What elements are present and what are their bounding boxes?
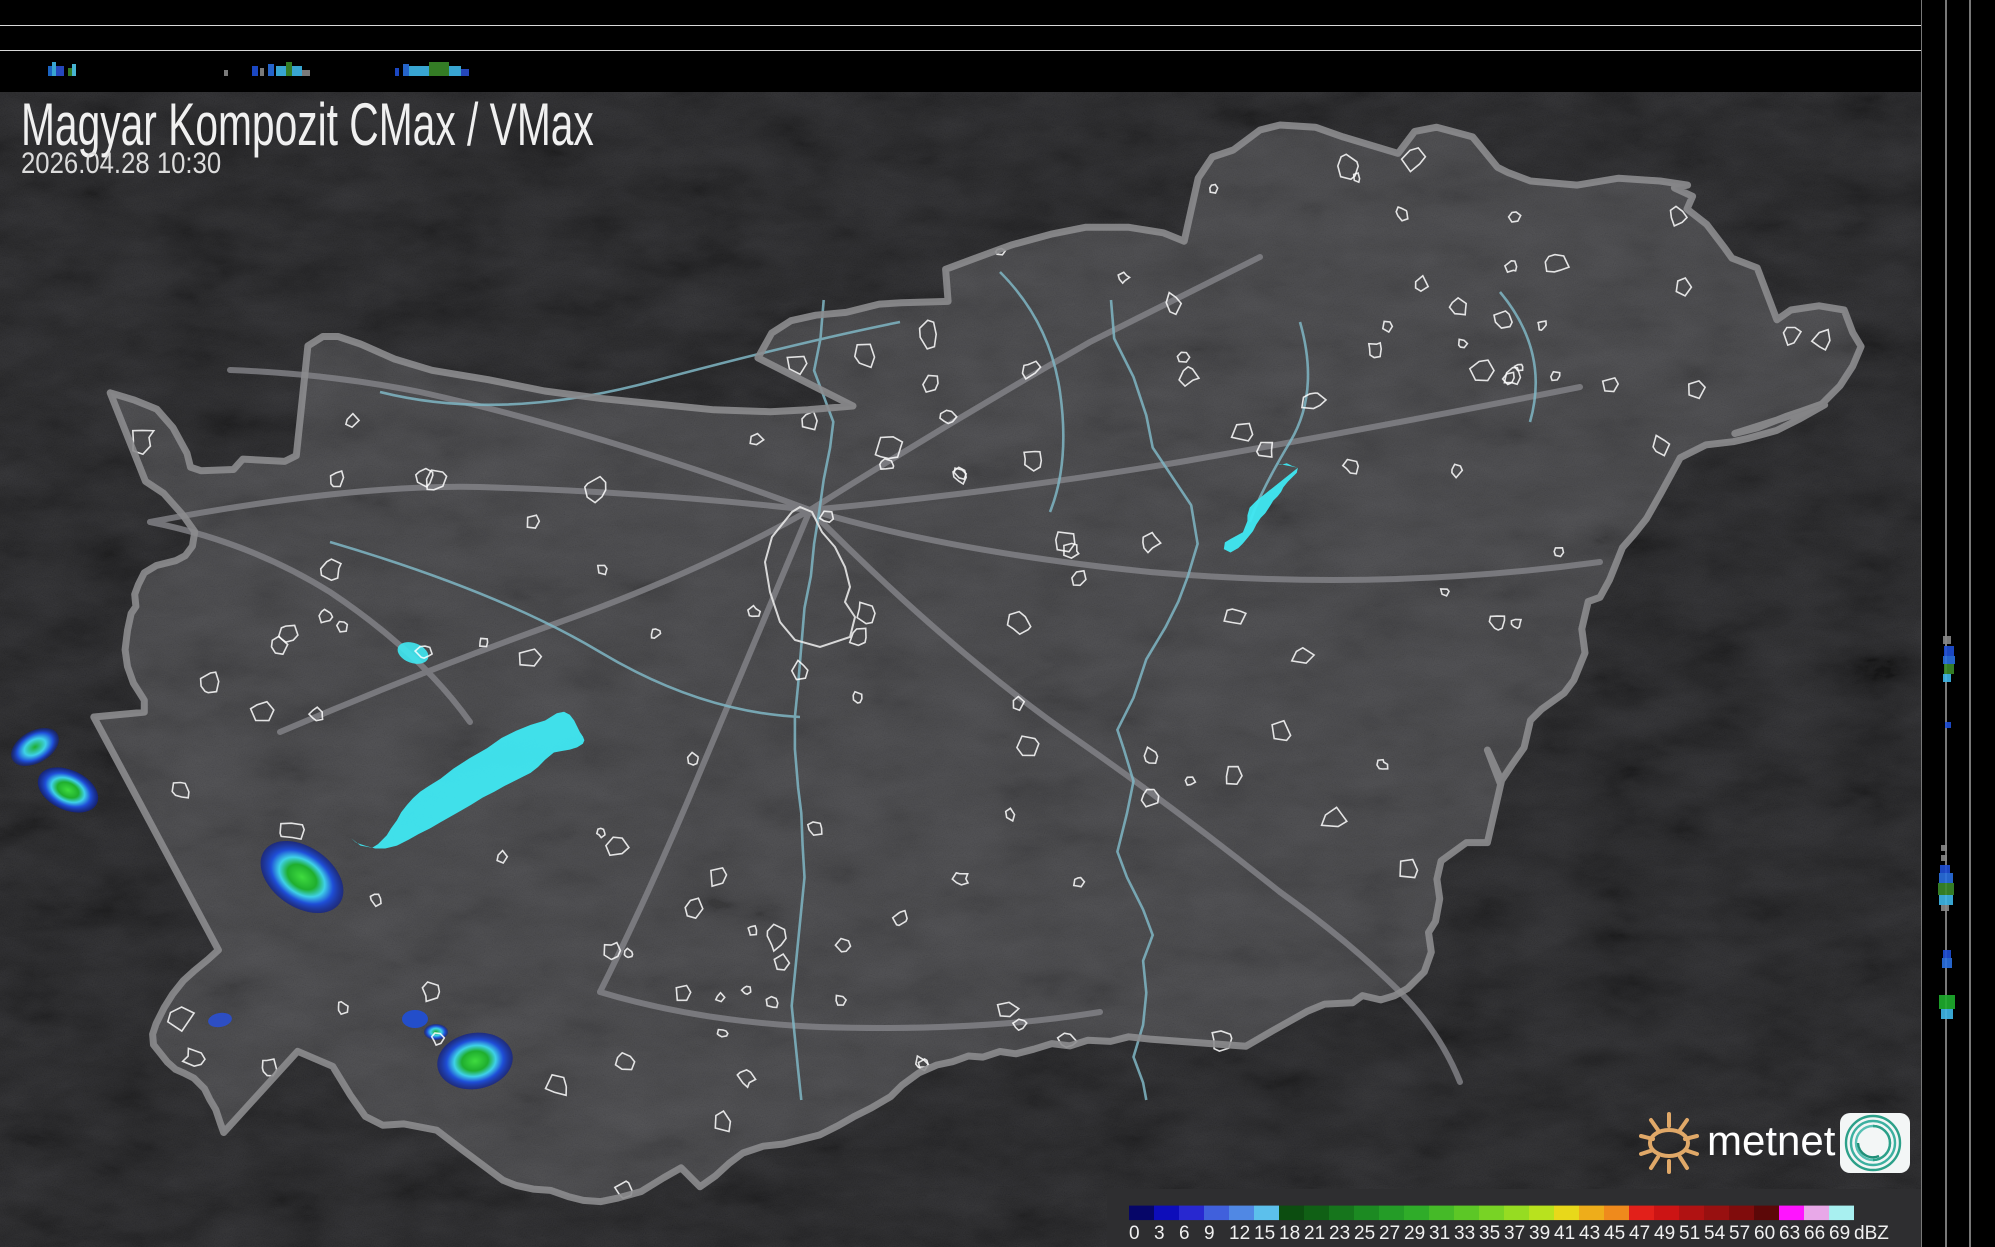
- svg-text:metnet: metnet: [1707, 1117, 1836, 1164]
